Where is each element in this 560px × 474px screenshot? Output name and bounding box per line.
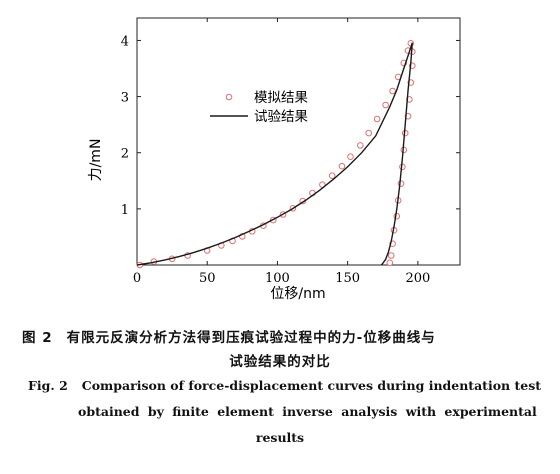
axes — [136, 17, 461, 266]
series-layer — [136, 40, 416, 269]
x-axis-label: 位移/nm — [270, 286, 325, 302]
y-tick-label-1: 2 — [121, 147, 129, 162]
x-tick-label-4: 200 — [405, 271, 430, 286]
series-point-0-41 — [387, 252, 395, 259]
caption-en-line3: results — [255, 430, 305, 445]
x-tick-label-0: 0 — [133, 271, 141, 286]
series-line-1 — [136, 42, 413, 266]
caption-cn-line1: 有限元反演分析方法得到压痕试验过程中的力-位移曲线与 — [66, 330, 436, 346]
y-tick-label-2: 3 — [121, 91, 129, 106]
series-point-0-18 — [347, 153, 354, 160]
x-tick-label-2: 100 — [265, 271, 290, 286]
series-point-0-42 — [386, 259, 394, 267]
y-axis-label: 力/mN — [88, 139, 104, 182]
x-tick-label-3: 150 — [335, 271, 360, 286]
legend-label-1: 试验结果 — [254, 109, 308, 125]
y-tick-label-0: 1 — [121, 203, 129, 218]
x-tick-label-1: 50 — [199, 271, 216, 286]
series-point-0-22 — [382, 101, 389, 109]
series-point-0-19 — [357, 142, 364, 149]
series-point-0-23 — [389, 87, 396, 95]
caption-cn-line2: 试验结果的对比 — [229, 354, 331, 370]
caption-en-line2: obtained by finite element inverse analy… — [78, 404, 537, 419]
series-point-0-21 — [373, 115, 381, 123]
caption-en-line1: Comparison of force-displacement curves … — [81, 378, 542, 393]
series-point-0-20 — [365, 129, 373, 137]
legend-swatch-0 — [225, 93, 233, 101]
figure-label-en: Fig. 2 — [28, 378, 68, 393]
figure-label-cn: 图 2 — [22, 330, 53, 346]
ticks: 0 50 100 150 200 1 2 3 4 — [121, 18, 460, 286]
series-point-0-17 — [338, 162, 346, 170]
series-point-0-16 — [328, 172, 336, 179]
plot-frame — [136, 17, 461, 266]
legend-label-0: 模拟结果 — [254, 90, 308, 106]
y-tick-label-3: 4 — [121, 34, 129, 49]
